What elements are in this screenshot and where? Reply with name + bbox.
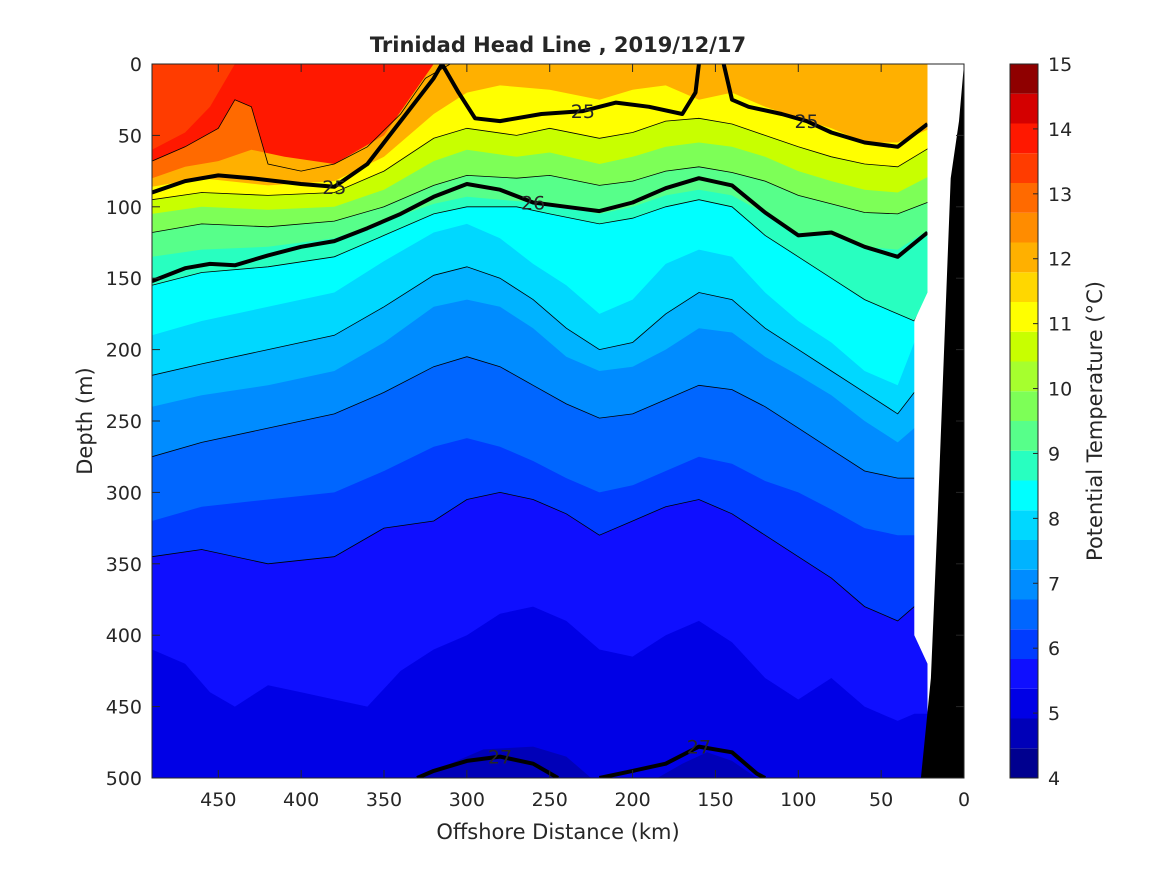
y-tick-label: 300	[106, 482, 142, 504]
contour-label-25: 25	[322, 177, 346, 199]
colorbar-segment	[1010, 93, 1038, 124]
y-tick-label: 450	[106, 697, 142, 719]
colorbar-segment	[1010, 153, 1038, 183]
colorbar-tick-label: 12	[1048, 249, 1072, 271]
chart-title: Trinidad Head Line , 2019/12/17	[370, 33, 746, 57]
colorbar-segment	[1010, 718, 1038, 749]
density-contour-26	[152, 176, 929, 283]
y-tick-label: 500	[106, 768, 142, 790]
colorbar-segment	[1010, 569, 1038, 600]
x-tick-label: 200	[614, 789, 650, 811]
isotherm-line	[152, 266, 915, 415]
isotherm-line	[152, 199, 932, 322]
colorbar-segment	[1010, 659, 1038, 689]
plot-area: 25 25 25 26 27 27	[152, 64, 964, 778]
density-contour-25	[721, 64, 929, 149]
density-contour-25	[440, 64, 701, 124]
colorbar-tick-label: 14	[1048, 119, 1072, 141]
colorbar-tick-label: 5	[1048, 703, 1060, 725]
colorbar-segment	[1010, 183, 1038, 213]
y-tick-label: 150	[106, 268, 142, 290]
density-contours: 25 25 25 26 27 27	[152, 64, 929, 778]
x-tick-label: 350	[366, 789, 402, 811]
colorbar-tick-label: 15	[1048, 54, 1072, 76]
temperature-band-4.5	[657, 752, 757, 778]
x-tick-label: 50	[869, 789, 893, 811]
colorbar-segment	[1010, 688, 1038, 719]
y-axis: 0 50 100 150 200 250 300 350 400 450 500	[106, 54, 964, 790]
bathymetry-mask	[920, 64, 964, 778]
contour-label-27: 27	[488, 747, 512, 769]
colorbar-segment	[1010, 302, 1038, 332]
temperature-band-5	[152, 606, 964, 778]
x-tick-label: 100	[780, 789, 816, 811]
colorbar-segment	[1010, 510, 1038, 540]
colorbar-segment	[1010, 361, 1038, 392]
y-tick-label: 200	[106, 340, 142, 362]
isotherm-line	[152, 491, 915, 622]
y-tick-label: 350	[106, 554, 142, 576]
colorbar-label: Potential Temperature (°C)	[1083, 281, 1107, 561]
colorbar-segment	[1010, 123, 1038, 154]
temperature-fills	[152, 64, 964, 778]
x-tick-label: 450	[200, 789, 236, 811]
colorbar-segment	[1010, 272, 1038, 302]
density-contour-25	[152, 64, 444, 195]
y-axis-label: Depth (m)	[73, 367, 97, 474]
colorbar-segment	[1010, 599, 1038, 630]
colorbar-tick-label: 4	[1048, 768, 1060, 790]
colorbar-tick-label: 7	[1048, 573, 1060, 595]
colorbar-segment	[1010, 540, 1038, 570]
coast-mask	[914, 64, 964, 778]
isotherm-line	[152, 166, 932, 233]
colorbar-segment	[1010, 242, 1038, 273]
colorbar-segment	[1010, 748, 1038, 778]
colorbar-segment	[1010, 480, 1038, 511]
x-axis-label: Offshore Distance (km)	[436, 820, 679, 844]
colorbar-segment	[1010, 331, 1038, 362]
y-tick-label: 400	[106, 625, 142, 647]
x-axis: 450 400 350 300 250 200 150 100 50 0	[200, 64, 970, 811]
x-tick-label: 250	[532, 789, 568, 811]
x-tick-label: 300	[449, 789, 485, 811]
colorbar-tick-label: 10	[1048, 379, 1072, 401]
x-tick-label: 150	[697, 789, 733, 811]
colorbar-tick-label: 11	[1048, 314, 1072, 336]
colorbar-segment	[1010, 391, 1038, 421]
y-tick-label: 50	[118, 125, 142, 147]
x-tick-label: 0	[958, 789, 970, 811]
colorbar-segment	[1010, 629, 1038, 659]
contour-label-25: 25	[794, 111, 818, 133]
colorbar-frame	[1009, 63, 1039, 779]
colorbar-segment	[1010, 64, 1038, 94]
x-tick-label: 400	[283, 789, 319, 811]
colorbar-tick-label: 13	[1048, 184, 1072, 206]
density-contour-27	[416, 754, 559, 778]
colorbar: 4 5 6 7 8 9 10 11 12 13 14 15	[1009, 54, 1072, 790]
colorbar-tick-label: 8	[1048, 508, 1060, 530]
contour-label-26: 26	[521, 193, 545, 215]
colorbar-segment	[1010, 212, 1038, 243]
colorbar-tick-label: 6	[1048, 638, 1060, 660]
isotherm-line	[152, 117, 932, 201]
colorbar-segment	[1010, 421, 1038, 451]
y-tick-label: 100	[106, 197, 142, 219]
y-tick-label: 250	[106, 411, 142, 433]
isotherm-line	[152, 356, 915, 479]
y-tick-label: 0	[130, 54, 142, 76]
contour-label-27: 27	[687, 737, 711, 759]
isotherm-lines	[152, 64, 932, 622]
colorbar-segment	[1010, 450, 1038, 481]
isotherm-line	[152, 64, 451, 172]
colorbar-tick-label: 9	[1048, 443, 1060, 465]
contour-label-25: 25	[571, 101, 595, 123]
